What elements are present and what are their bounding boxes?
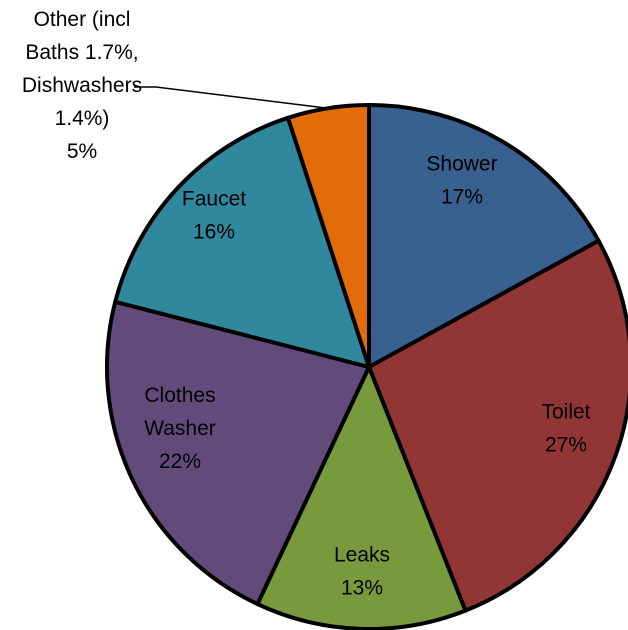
pie-slices <box>105 103 628 630</box>
slice-label-2: Leaks 13% <box>334 544 390 600</box>
slice-label-4: Faucet 16% <box>182 188 246 244</box>
pie-slice-4 <box>113 115 371 369</box>
leader-lines <box>134 86 329 109</box>
slice-label-5: Other (incl Baths 1.7%, Dishwashers 1.4%) 5% <box>22 8 142 163</box>
pie-slice-2 <box>255 365 468 630</box>
leader-line-5 <box>134 86 329 109</box>
slice-label-0: Shower 17% <box>426 153 497 209</box>
slice-label-3: Clothes Washer 22% <box>144 384 216 473</box>
slice-labels: Shower 17% Toilet 27% Leaks 13% Clothes Washer 2… <box>22 8 591 600</box>
pie-slice-0 <box>367 103 601 369</box>
pie-slice-1 <box>367 238 628 613</box>
pie-slice-3 <box>105 299 371 607</box>
pie-slice-5 <box>286 103 371 369</box>
slice-label-1: Toilet 27% <box>541 401 590 457</box>
